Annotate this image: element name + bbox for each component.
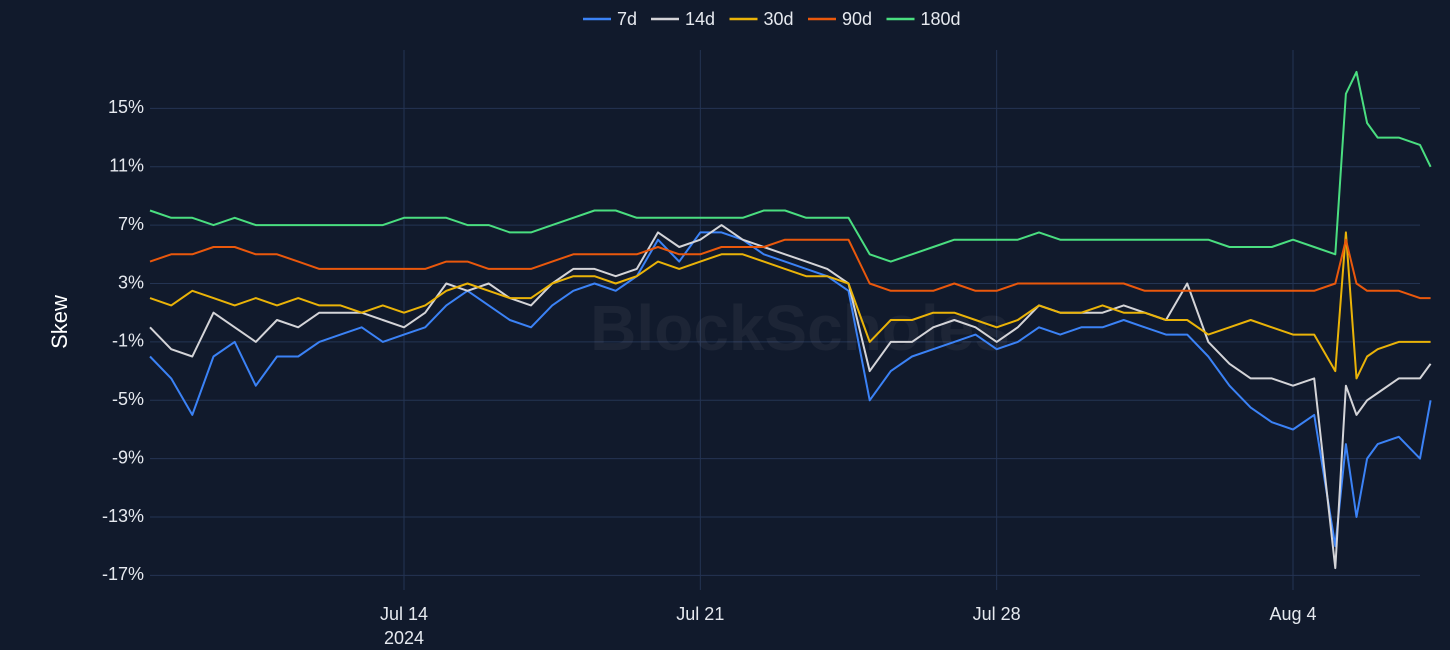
legend-label: 14d (685, 9, 715, 29)
legend-item-14d[interactable]: 14d (651, 9, 715, 29)
y-axis-title: Skew (47, 295, 72, 349)
y-tick-label: -17% (102, 564, 144, 584)
y-tick-label: -13% (102, 506, 144, 526)
legend-item-30d[interactable]: 30d (729, 9, 794, 29)
legend-item-7d[interactable]: 7d (583, 9, 637, 29)
series-line-30d[interactable] (149, 231, 1431, 380)
legend-label: 180d (921, 9, 961, 29)
series-line-14d[interactable] (149, 224, 1432, 570)
y-axis-tick-labels: 15% 11% 7% 3% -1% -5% -9% -13% -17% (102, 97, 144, 584)
legend-label: 30d (764, 9, 794, 29)
y-tick-label: 15% (108, 97, 144, 117)
y-tick-label: -9% (112, 447, 144, 467)
legend-label: 7d (617, 9, 637, 29)
y-tick-label: 3% (118, 272, 144, 292)
x-tick-sublabel: 2024 (384, 628, 424, 648)
series-line-180d[interactable] (149, 70, 1432, 263)
x-axis-tick-labels: Jul 14 2024 Jul 21 Jul 28 Aug 4 (380, 604, 1317, 648)
watermark-text: BlockScholes (590, 292, 1010, 364)
series-line-90d[interactable] (149, 238, 1431, 300)
x-tick-label: Jul 14 (380, 604, 428, 624)
y-tick-label: 7% (118, 214, 144, 234)
y-tick-label: -1% (112, 331, 144, 351)
series-lines (149, 70, 1432, 570)
x-tick-label: Aug 4 (1269, 604, 1316, 624)
legend-label: 90d (842, 9, 872, 29)
x-tick-label: Jul 28 (973, 604, 1021, 624)
y-tick-label: 11% (109, 156, 144, 176)
legend-item-180d[interactable]: 180d (886, 9, 961, 29)
legend: 7d 14d 30d 90d 180d (583, 9, 961, 29)
x-tick-label: Jul 21 (676, 604, 724, 624)
y-tick-label: -5% (112, 389, 144, 409)
legend-item-90d[interactable]: 90d (808, 9, 872, 29)
series-line-7d[interactable] (149, 231, 1432, 548)
